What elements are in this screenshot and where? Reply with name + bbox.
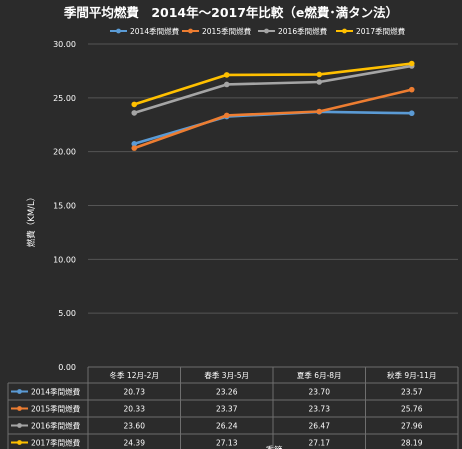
legend-marker [342,28,347,34]
data-point [316,79,323,85]
table-value-cell: 26.47 [309,422,331,431]
legend-label: 2016季間燃費 [278,26,328,36]
data-point [131,110,138,116]
table-value-cell: 27.96 [401,422,423,431]
table-header-cell: 夏季 6月-8月 [297,370,342,380]
table-value-cell: 28.19 [401,439,423,448]
table-header-cell: 冬季 12月-2月 [110,370,159,380]
table-header-cell: 春季 3月-5月 [204,370,249,380]
y-tick-label: 15.00 [53,202,76,211]
data-point [131,141,138,147]
y-axis-label: 燃費（KM/L） [26,193,37,248]
table-row-label: 2017季間燃費 [31,438,81,448]
data-point [408,86,415,93]
data-point [223,72,230,78]
table-header-cell: 秋季 9月-11月 [387,370,436,380]
y-tick-label: 20.00 [53,148,76,157]
legend-marker [264,28,269,34]
legend-marker [116,28,121,34]
y-tick-label: 0.00 [58,363,76,372]
table-legend-marker [17,406,22,411]
table-row-label: 2014季間燃費 [31,387,81,397]
table-value-cell: 27.17 [309,439,331,448]
table-row-label: 2016季間燃費 [31,421,81,431]
legend-label: 2015季間燃費 [202,26,252,36]
y-tick-label: 25.00 [53,94,76,103]
table-value-cell: 23.37 [216,405,238,414]
data-point [316,108,323,115]
legend-label: 2017季間燃費 [356,26,406,36]
table-legend-marker [17,423,22,428]
y-tick-label: 10.00 [53,255,76,264]
series-line [133,64,412,115]
data-point [131,101,138,108]
table-value-cell: 20.73 [124,388,146,397]
series-layer [131,60,415,151]
legend-marker [188,28,193,34]
y-tick-label: 5.00 [58,309,76,318]
table-legend-marker [17,440,22,445]
table-value-cell: 23.73 [309,405,331,414]
table-value-cell: 23.57 [401,388,423,397]
legend: 2014季間燃費 2015季間燃費 2016季間燃費 2017季間燃費 [110,26,406,36]
table-value-cell: 23.26 [216,388,238,397]
data-point [223,112,230,119]
chart-title: 季間平均燃費 2014年～2017年比較（e燃費･満タン法） [63,5,398,20]
data-point [408,110,415,117]
table-value-cell: 23.70 [309,388,331,397]
table-value-cell: 25.76 [401,405,423,414]
y-tick-label: 30.00 [53,40,76,49]
table-value-cell: 23.60 [124,422,146,431]
table-row-label: 2015季間燃費 [31,404,81,414]
data-point [408,60,415,67]
series-line [133,88,413,150]
x-axis-label: 季節 [265,445,283,449]
y-axis: 0.00 5.00 10.00 15.00 20.00 25.00 30.00 [53,40,76,372]
series-line [133,62,412,106]
data-table: 冬季 12月-2月 春季 3月-5月 夏季 6月-8月 秋季 9月-11月 2014季間… [7,366,459,449]
data-point [131,145,138,151]
table-value-cell: 27.13 [216,439,238,448]
data-point [223,81,230,88]
table-value-cell: 24.39 [124,439,146,448]
table-value-cell: 20.33 [124,405,146,414]
data-point [316,71,323,78]
table-value-cell: 26.24 [216,422,238,431]
table-legend-marker [17,389,22,394]
legend-label: 2014季間燃費 [130,26,180,36]
